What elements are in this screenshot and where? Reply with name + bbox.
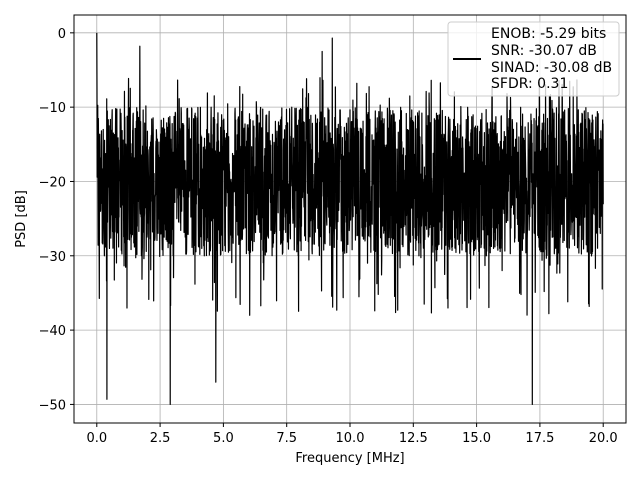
y-axis-ticks: 0 −10 −20 −30 −40 −50 xyxy=(39,27,74,413)
y-tick-label: −20 xyxy=(39,175,66,190)
legend: ENOB: -5.29 bits SNR: -30.07 dB SINAD: -… xyxy=(447,21,620,97)
y-tick-label: −30 xyxy=(39,250,66,265)
x-tick-label: 12.5 xyxy=(399,431,428,446)
x-tick-label: 17.5 xyxy=(525,431,554,446)
y-axis-label: PSD [dB] xyxy=(14,190,29,248)
x-tick-label: 2.5 xyxy=(150,431,171,446)
x-tick-label: 7.5 xyxy=(276,431,297,446)
x-axis-label: Frequency [MHz] xyxy=(295,451,404,466)
x-tick-label: 5.0 xyxy=(213,431,234,446)
x-axis-ticks: 0.0 2.5 5.0 7.5 10.0 12.5 15.0 17.5 20.0 xyxy=(86,423,618,446)
legend-sfdr: SFDR: 0.31 xyxy=(491,76,568,92)
y-tick-label: 0 xyxy=(58,27,66,42)
psd-series-line xyxy=(96,32,604,406)
legend-sinad: SINAD: -30.08 dB xyxy=(491,60,612,76)
x-tick-label: 0.0 xyxy=(86,431,107,446)
x-tick-label: 15.0 xyxy=(462,431,491,446)
legend-box xyxy=(447,21,620,97)
legend-enob: ENOB: -5.29 bits xyxy=(491,26,606,42)
y-tick-label: −10 xyxy=(39,101,66,116)
y-tick-label: −50 xyxy=(39,398,66,413)
x-tick-label: 20.0 xyxy=(589,431,618,446)
x-tick-label: 10.0 xyxy=(336,431,365,446)
y-tick-label: −40 xyxy=(39,324,66,339)
legend-snr: SNR: -30.07 dB xyxy=(491,43,597,59)
